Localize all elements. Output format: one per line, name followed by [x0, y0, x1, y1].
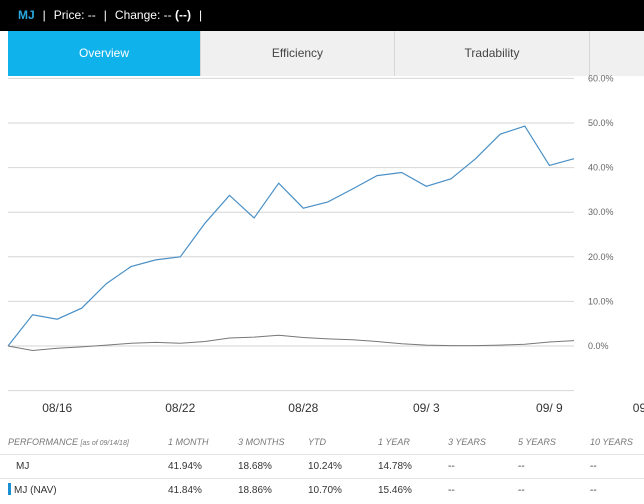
chart-gridlines	[8, 77, 574, 392]
cell-ytd: 10.70%	[308, 485, 342, 496]
x-tick-label: 08/16	[42, 401, 72, 415]
tab-tradability[interactable]: Tradability	[395, 31, 590, 76]
y-tick-label: 40.0%	[588, 163, 614, 173]
performance-header-row: PERFORMANCE [as of 09/14/18] 1 MONTH 3 M…	[0, 430, 644, 454]
col-1-month: 1 MONTH	[168, 437, 209, 447]
cell-1-year: 15.46%	[378, 485, 412, 496]
performance-header-label: PERFORMANCE [as of 09/14/18]	[8, 430, 129, 456]
cell-3-months: 18.86%	[238, 485, 272, 496]
cell-10-years: --	[590, 485, 597, 496]
col-3-years: 3 YEARS	[448, 437, 486, 447]
cell-1-year: 14.78%	[378, 461, 412, 472]
chart-series	[7, 125, 575, 352]
x-tick-label: 09/13	[633, 401, 644, 415]
series-line-mj	[7, 125, 575, 347]
row-name: MJ	[16, 461, 30, 472]
y-tick-label: 0.0%	[588, 341, 609, 351]
col-1-year: 1 YEAR	[378, 437, 410, 447]
cell-1-month: 41.94%	[168, 461, 202, 472]
quote-header: MJ | Price: -- | Change: -- (--) |	[0, 0, 644, 31]
x-axis-labels: 08/16 08/22 08/28 09/ 3 09/ 9 09/13	[42, 401, 644, 415]
tab-overview[interactable]: Overview	[8, 31, 201, 76]
tab-efficiency[interactable]: Efficiency	[201, 31, 395, 76]
cell-3-months: 18.68%	[238, 461, 272, 472]
cell-ytd: 10.24%	[308, 461, 342, 472]
table-row: MJ 41.94% 18.68% 10.24% 14.78% -- -- --	[0, 454, 644, 478]
cell-10-years: --	[590, 461, 597, 472]
change-percent: (--)	[174, 8, 191, 22]
x-tick-label: 08/22	[165, 401, 195, 415]
performance-title: PERFORMANCE	[8, 437, 79, 447]
price-text: Price: --	[53, 8, 96, 22]
table-row: MJ (NAV) 41.84% 18.86% 10.70% 15.46% -- …	[0, 478, 644, 502]
tab-bar: Overview Efficiency Tradability	[8, 31, 644, 76]
y-tick-label: 10.0%	[588, 296, 614, 306]
ticker-symbol: MJ	[18, 8, 35, 22]
col-10-years: 10 YEARS	[590, 437, 633, 447]
y-axis-labels: 60.0% 50.0% 40.0% 30.0% 20.0% 10.0% 0.0%	[588, 73, 614, 351]
y-tick-label: 30.0%	[588, 207, 614, 217]
y-tick-label: 60.0%	[588, 73, 614, 83]
cell-3-years: --	[448, 485, 455, 496]
col-3-months: 3 MONTHS	[238, 437, 285, 447]
col-ytd: YTD	[308, 437, 326, 447]
series-line-nav	[7, 334, 575, 352]
separator: |	[42, 8, 46, 22]
performance-chart: 60.0% 50.0% 40.0% 30.0% 20.0% 10.0% 0.0% 08/16…	[7, 73, 644, 415]
separator: |	[103, 8, 107, 22]
row-name: MJ (NAV)	[8, 479, 57, 503]
y-tick-label: 50.0%	[588, 118, 614, 128]
x-tick-label: 09/ 3	[413, 401, 440, 415]
col-5-years: 5 YEARS	[518, 437, 556, 447]
cell-5-years: --	[518, 461, 525, 472]
cell-5-years: --	[518, 485, 525, 496]
x-tick-label: 08/28	[288, 401, 318, 415]
y-tick-label: 20.0%	[588, 252, 614, 262]
separator-end: |	[198, 8, 203, 22]
x-tick-label: 09/ 9	[536, 401, 563, 415]
cell-1-month: 41.84%	[168, 485, 202, 496]
nav-legend-marker	[8, 483, 11, 495]
change-text: Change: --	[114, 8, 172, 22]
row-name-text: MJ (NAV)	[14, 485, 57, 496]
as-of-date: [as of 09/14/18]	[80, 440, 129, 447]
cell-3-years: --	[448, 461, 455, 472]
